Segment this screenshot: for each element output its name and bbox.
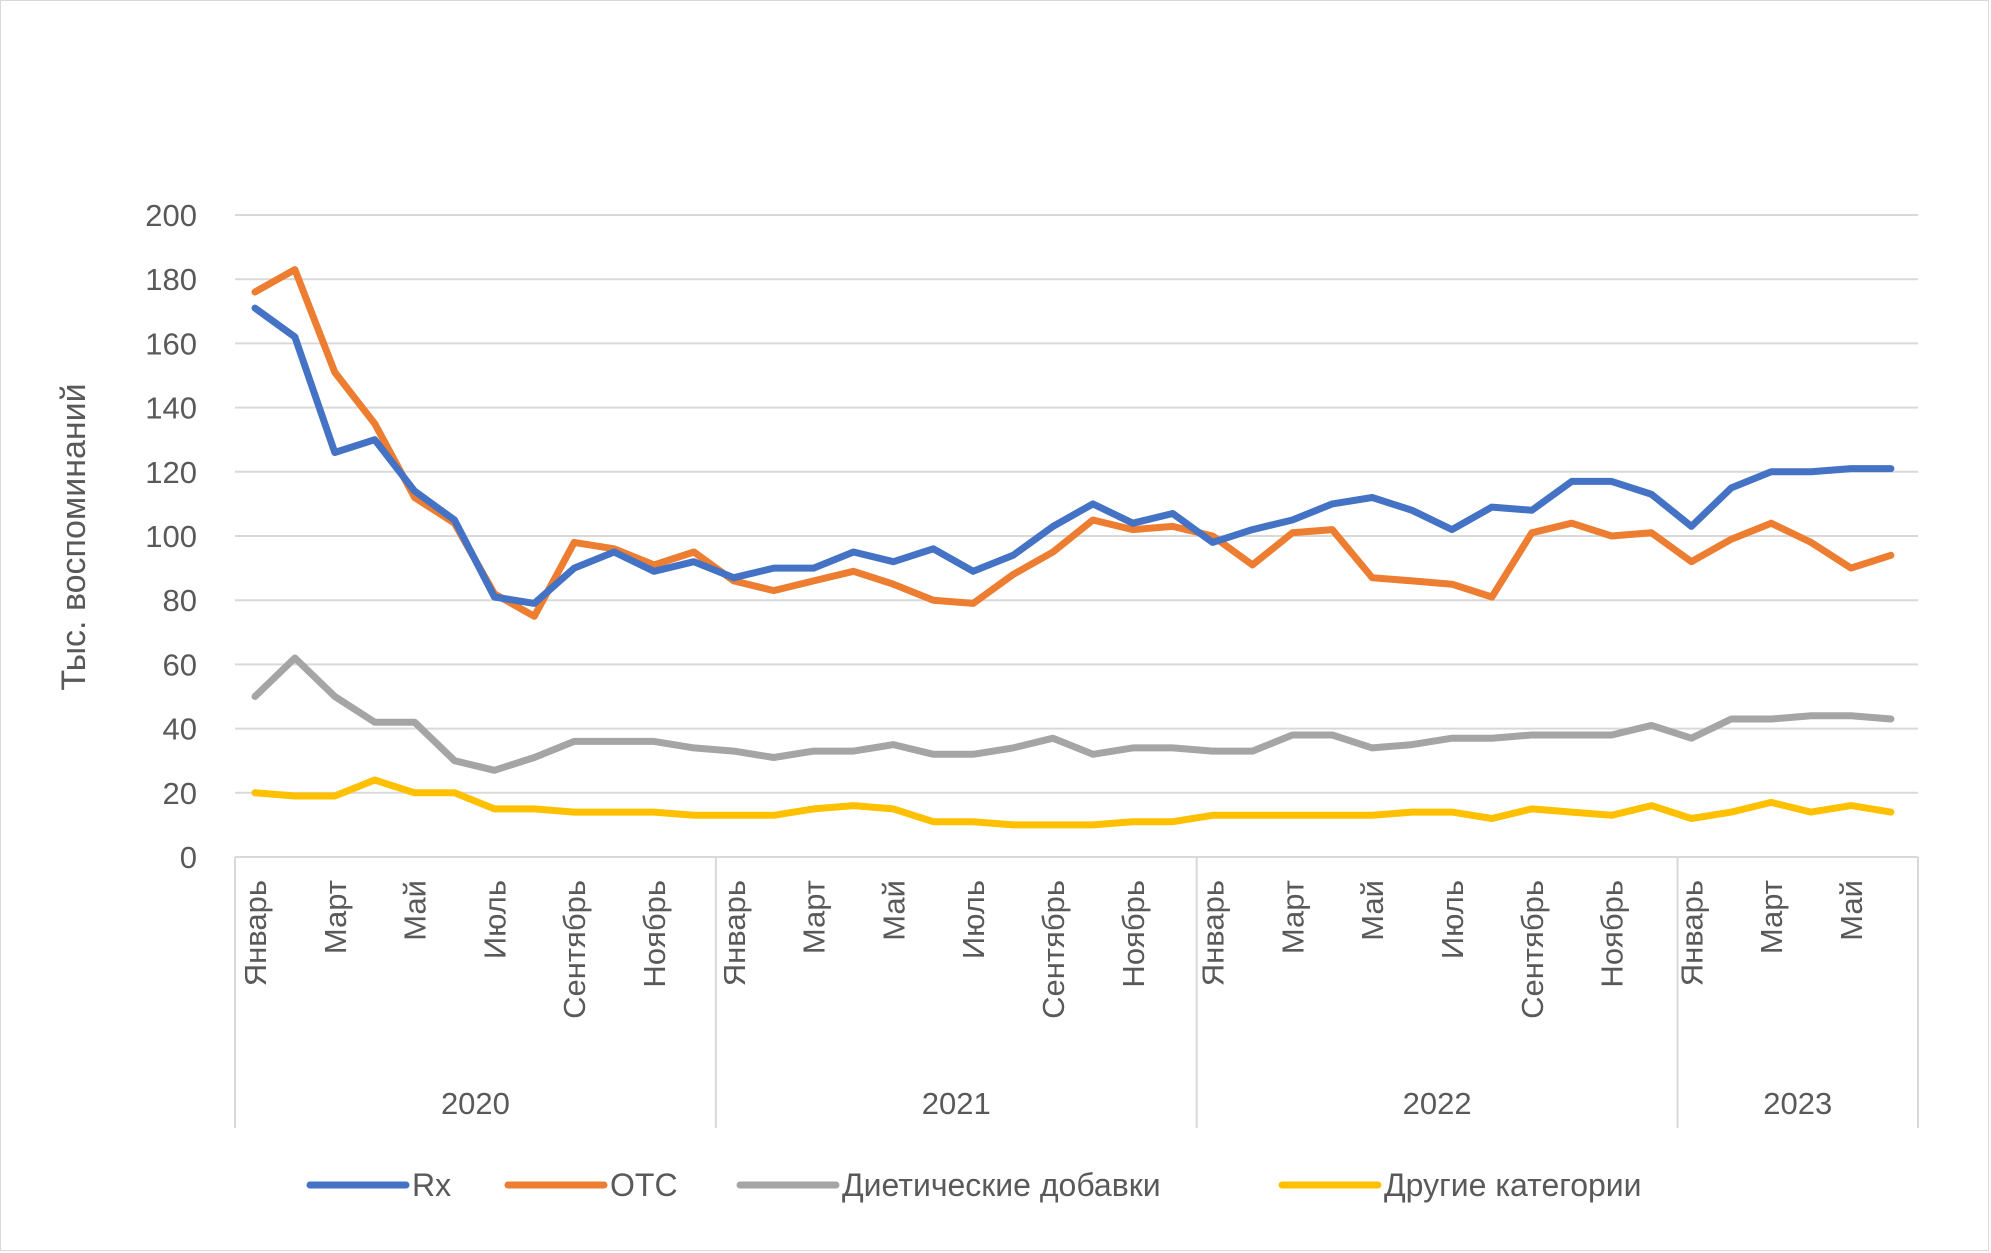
y-tick-label: 0 bbox=[180, 840, 197, 875]
y-tick-label: 100 bbox=[145, 519, 197, 554]
series-line bbox=[251, 266, 1895, 620]
series-lines bbox=[251, 266, 1895, 829]
y-axis-label: Тыс. воспоминаний bbox=[55, 383, 93, 690]
x-tick-label-month: Май bbox=[1355, 880, 1390, 941]
x-tick-label-month: Сентябрь bbox=[1036, 880, 1071, 1019]
x-tick-label-month: Март bbox=[1754, 880, 1789, 954]
series-line bbox=[251, 304, 1895, 607]
x-tick-label-month: Май bbox=[876, 880, 911, 941]
x-tick-label-month: Май bbox=[398, 880, 433, 941]
x-tick-label-month: Март bbox=[797, 880, 832, 954]
y-tick-label: 120 bbox=[145, 455, 197, 490]
y-tick-label: 200 bbox=[145, 198, 197, 233]
legend-label: Другие категории bbox=[1384, 1167, 1642, 1203]
x-tick-label-month: Ноябрь bbox=[1595, 880, 1630, 988]
x-tick-label-month: Январь bbox=[238, 880, 273, 986]
x-tick-label-year: 2022 bbox=[1403, 1086, 1472, 1121]
y-tick-label: 80 bbox=[163, 583, 197, 618]
legend: Rx OTC Диетические добавки Другие категории bbox=[306, 1167, 1642, 1203]
x-tick-label-year: 2020 bbox=[441, 1086, 510, 1121]
x-tick-label-year: 2023 bbox=[1763, 1086, 1832, 1121]
x-tick-label-month: Март bbox=[318, 880, 353, 954]
legend-label: OTC bbox=[610, 1167, 678, 1203]
x-tick-label-month: Сентябрь bbox=[1515, 880, 1550, 1019]
x-tick-label-month: Май bbox=[1834, 880, 1869, 941]
x-tick-label-month: Сентябрь bbox=[557, 880, 592, 1019]
series-line bbox=[251, 776, 1895, 829]
y-tick-label: 20 bbox=[163, 776, 197, 811]
x-tick-label-month: Июль bbox=[1435, 880, 1470, 959]
y-axis-ticks: 0 20 40 60 80 100 120 140 160 180 200 bbox=[145, 198, 197, 875]
y-tick-label: 180 bbox=[145, 262, 197, 297]
y-tick-label: 40 bbox=[163, 712, 197, 747]
legend-label: Диетические добавки bbox=[842, 1167, 1161, 1203]
x-tick-label-month: Январь bbox=[1196, 880, 1231, 986]
y-tick-label: 160 bbox=[145, 326, 197, 361]
x-axis: Январь Март Май Июль Сентябрь Ноябрь 2020 Январ… bbox=[234, 856, 1919, 1128]
x-tick-label-month: Ноябрь bbox=[1116, 880, 1151, 988]
series-line bbox=[251, 654, 1895, 774]
x-tick-label-month: Ноябрь bbox=[637, 880, 672, 988]
x-tick-label-month: Январь bbox=[1674, 880, 1709, 986]
x-tick-label-month: Март bbox=[1275, 880, 1310, 954]
x-tick-label-year: 2021 bbox=[922, 1086, 991, 1121]
y-tick-label: 140 bbox=[145, 391, 197, 426]
y-tick-label: 60 bbox=[163, 647, 197, 682]
x-tick-label-month: Январь bbox=[717, 880, 752, 986]
x-tick-label-month: Июль bbox=[956, 880, 991, 959]
x-tick-label-month: Июль bbox=[477, 880, 512, 959]
legend-label: Rx bbox=[412, 1167, 451, 1203]
